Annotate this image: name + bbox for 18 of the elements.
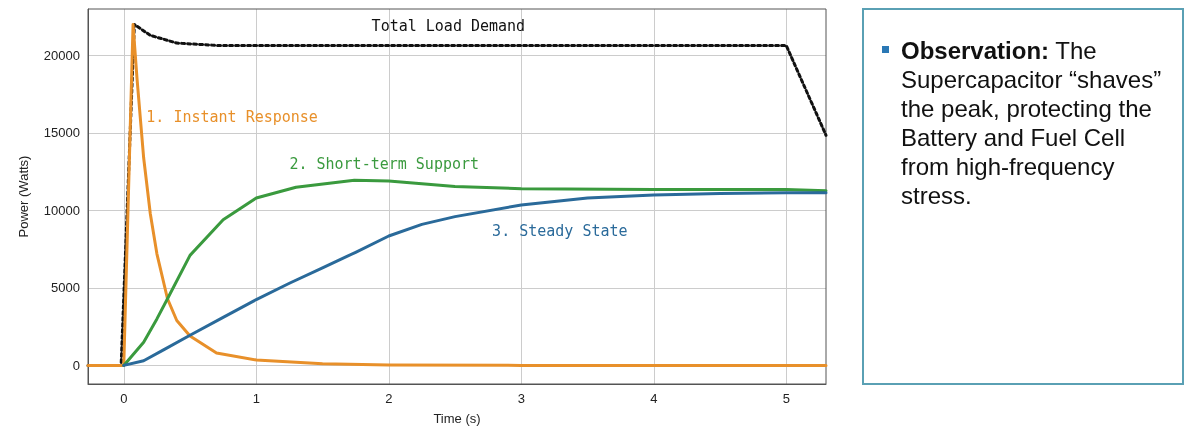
x-tick-label: 0 [120,391,128,406]
series-label: Total Load Demand [371,17,526,36]
y-tick-label: 20000 [43,47,80,63]
y-tick-label: 15000 [43,125,80,141]
x-tick-label: 5 [782,391,790,406]
series-label: 2. Short-term Support [289,154,480,173]
x-tick-label: 3 [517,391,525,406]
series-label: 1. Instant Response [146,108,318,127]
y-tick-label: 0 [72,357,80,373]
x-tick-label: 4 [650,391,658,406]
y-axis-title: Power (Watts) [16,155,31,238]
series-label: 3. Steady State [492,221,628,240]
x-axis-title: Time (s) [433,411,481,426]
x-tick-label: 2 [385,391,393,406]
x-tick-label: 1 [252,391,260,406]
y-tick-label: 10000 [43,202,80,218]
y-tick-label: 5000 [51,280,80,296]
text: Observation: [901,37,1050,64]
